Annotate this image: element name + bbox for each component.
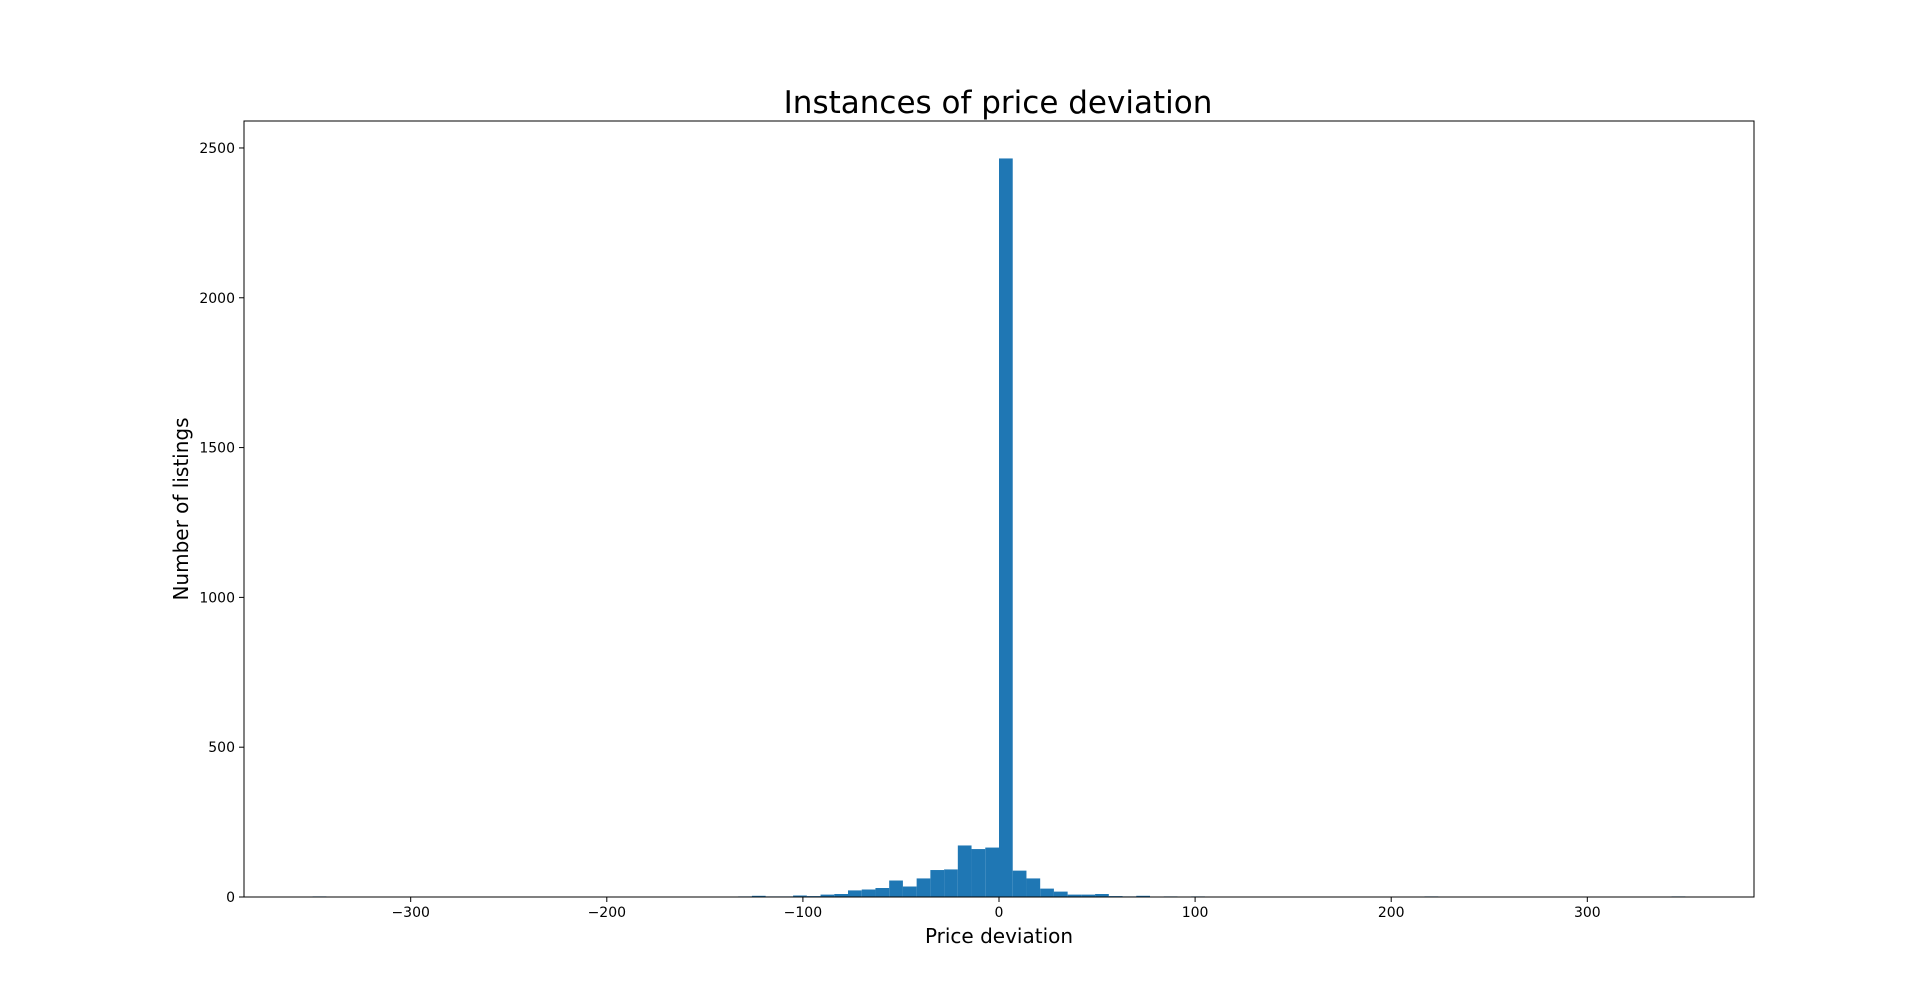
x-tick-label: −200 (588, 905, 626, 921)
histogram-bar (751, 895, 766, 897)
histogram-bar (971, 849, 986, 897)
y-tick-label: 1500 (199, 441, 235, 457)
histogram-bar (793, 895, 807, 897)
y-tick-label: 500 (208, 740, 235, 756)
histogram-bar (957, 845, 972, 897)
plot-frame (243, 120, 1755, 898)
x-tick-label: 300 (1574, 905, 1601, 921)
histogram-bar (1067, 894, 1082, 897)
histogram-bar (902, 886, 917, 897)
histogram-bar (999, 158, 1013, 898)
histogram-bar (834, 894, 848, 897)
bars-group (312, 158, 1686, 898)
x-axis-ticks: −300 −200 −100 0 100 200 300 (391, 897, 1601, 921)
y-axis-label: Number of listings (169, 417, 193, 600)
histogram-bar (848, 890, 862, 897)
x-tick-label: 100 (1182, 905, 1209, 921)
histogram-bar (820, 894, 835, 897)
y-tick-label: 1000 (199, 590, 235, 606)
histogram-bar (1136, 895, 1150, 897)
histogram-bar (930, 870, 945, 897)
chart-title: Instances of price deviation (784, 85, 1213, 121)
histogram-bar (1040, 888, 1054, 897)
x-tick-label: 0 (995, 905, 1004, 921)
histogram-bar (985, 847, 999, 897)
x-tick-label: −100 (784, 905, 822, 921)
histogram-bar (1012, 870, 1027, 897)
histogram-bar (1081, 894, 1096, 897)
histogram-bar (875, 888, 890, 897)
x-tick-label: −300 (391, 905, 429, 921)
x-axis-label: Price deviation (925, 924, 1073, 948)
histogram-bar (889, 880, 903, 897)
histogram-bar (1095, 894, 1109, 897)
y-tick-label: 2000 (199, 291, 235, 307)
histogram-bar (861, 889, 876, 897)
y-axis-ticks: 0 500 1000 1500 2000 2500 (199, 141, 244, 906)
x-tick-label: 200 (1378, 905, 1405, 921)
y-tick-label: 2500 (199, 141, 235, 157)
histogram-bar (1053, 891, 1068, 897)
histogram-bar (1026, 878, 1041, 897)
y-tick-label: 0 (226, 890, 235, 906)
histogram-bar (916, 878, 931, 897)
histogram-bar (944, 869, 958, 897)
